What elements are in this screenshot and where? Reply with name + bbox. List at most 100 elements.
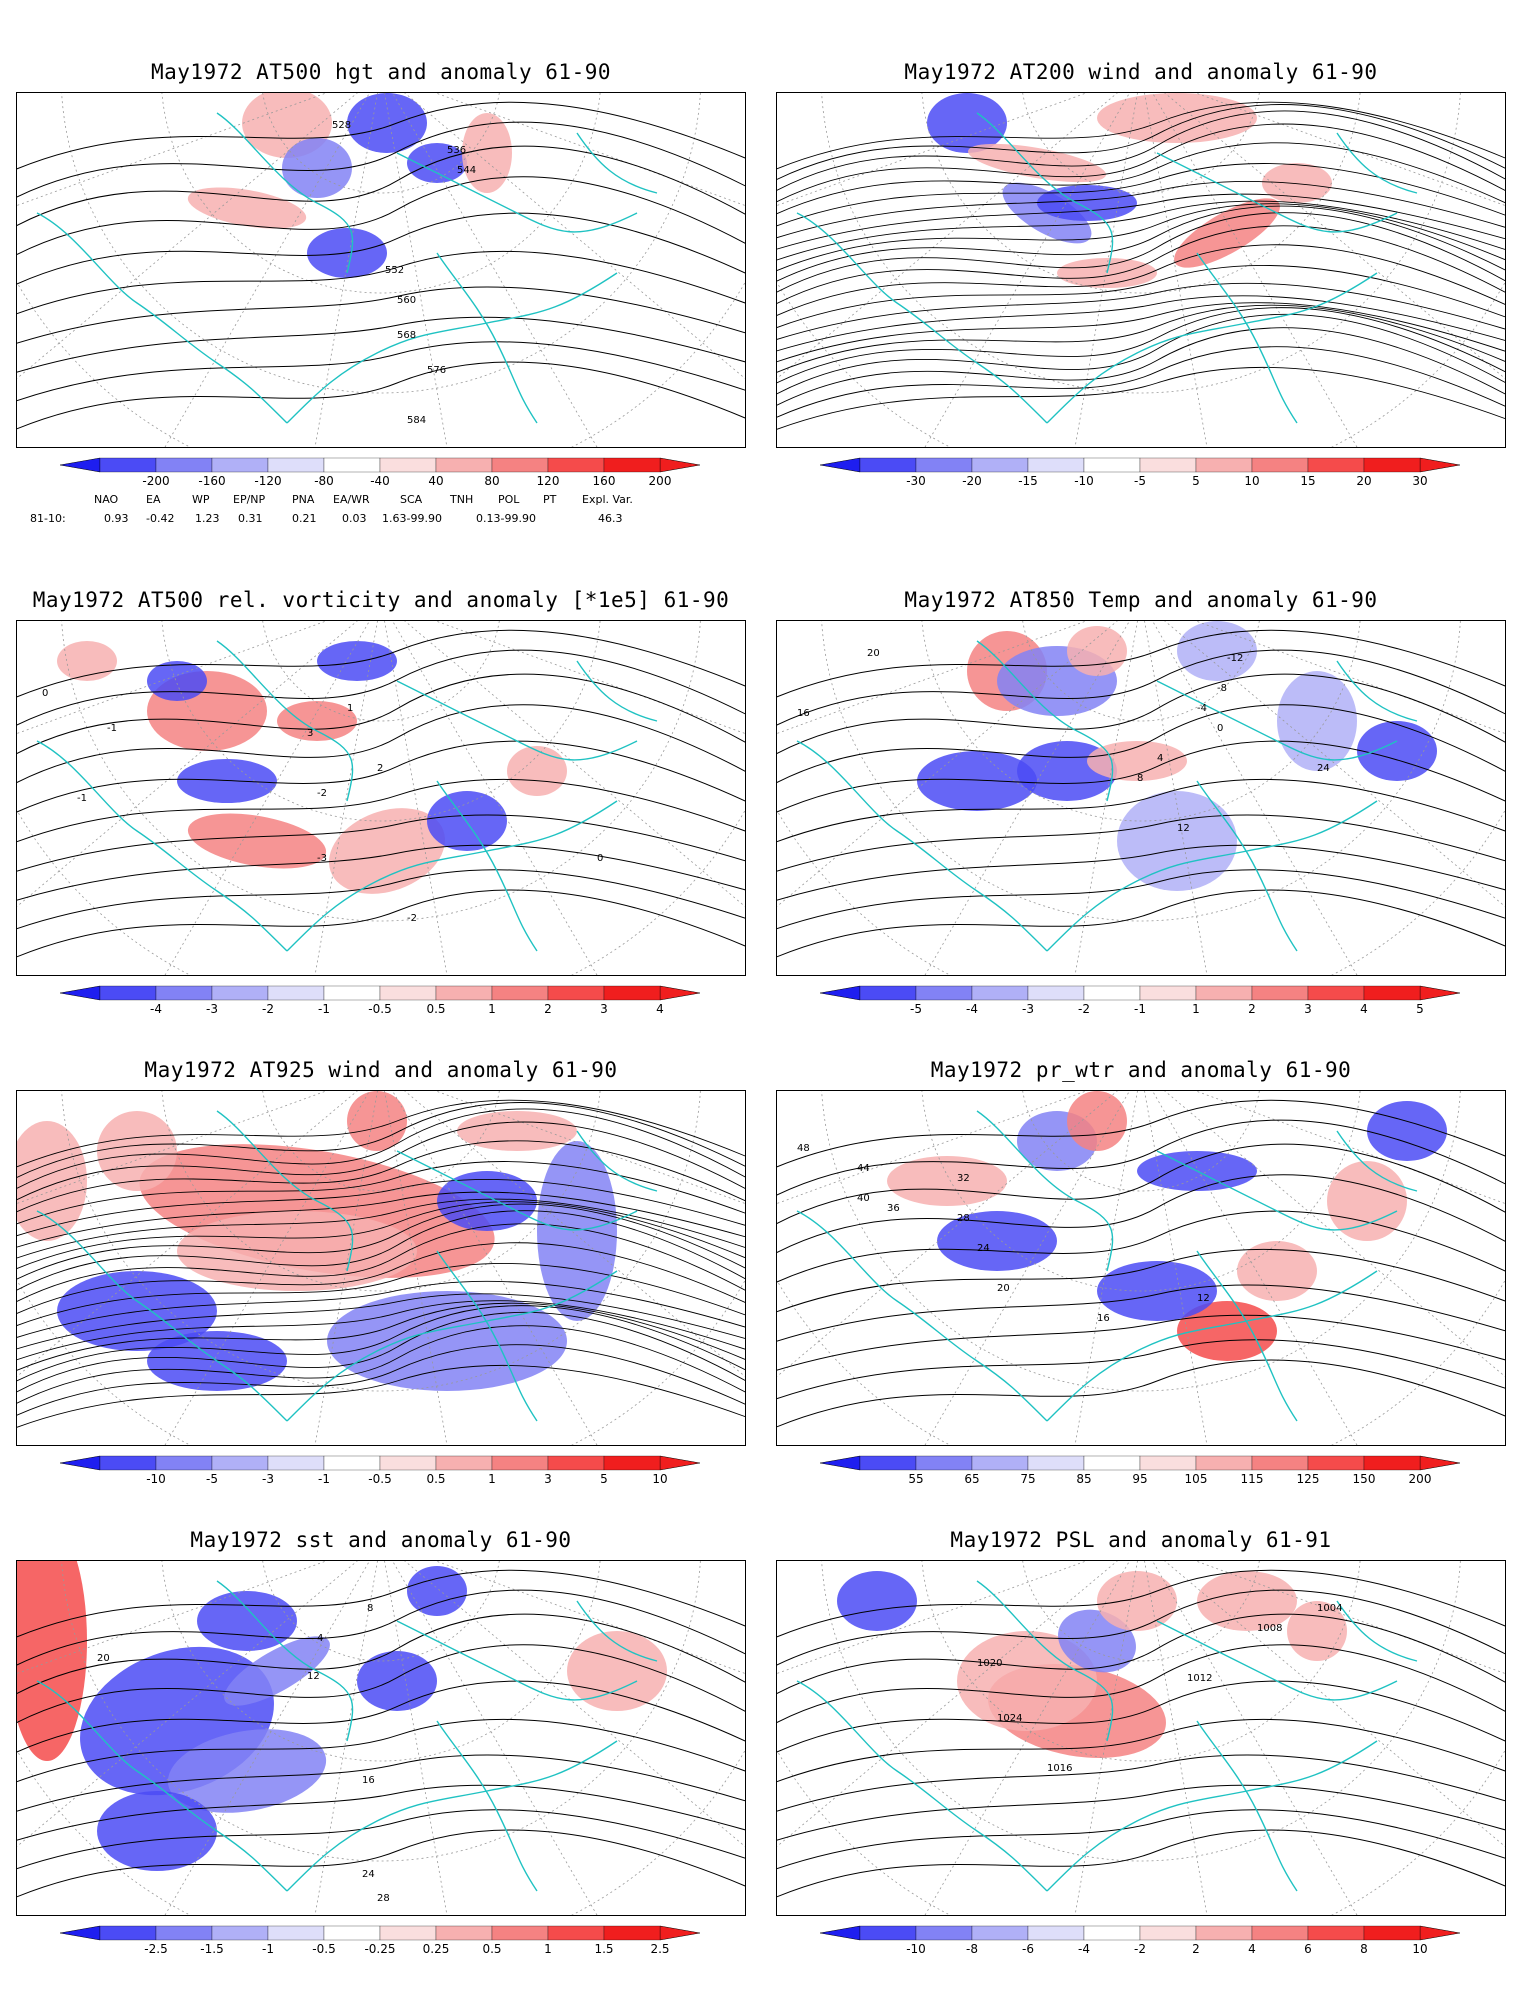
panel-title: May1972 PSL and anomaly 61-91 — [950, 1528, 1332, 1552]
streamlines — [17, 1099, 745, 1428]
anomaly-blob — [1097, 1571, 1177, 1631]
colorbar-segment — [1307, 457, 1365, 473]
colorbar-tick-label: 95 — [1132, 1472, 1148, 1486]
colorbar-tick-label: -3 — [262, 1472, 274, 1486]
colorbar-tick-label: 10 — [1244, 474, 1260, 488]
colorbar: -4 -3 -2 -1 -0.5 0.5 1 2 3 4 — [16, 984, 744, 1024]
latitude-circle — [161, 93, 601, 294]
contour-line — [17, 361, 745, 430]
latitude-circle — [921, 621, 1361, 822]
colorbar-segment — [1027, 985, 1085, 1001]
contour-label: 24 — [362, 1869, 375, 1880]
colorbar-segment — [1195, 1455, 1253, 1471]
coastline — [1336, 1130, 1418, 1192]
map-frame — [16, 1090, 746, 1446]
streamline — [17, 1300, 745, 1361]
colorbar-tick-label: -1 — [318, 1002, 330, 1016]
colorbar-segment — [491, 1455, 549, 1471]
meridian — [1164, 621, 1505, 907]
contour-label: 1016 — [1047, 1763, 1072, 1774]
streamline — [777, 327, 1505, 406]
contour-line — [17, 121, 745, 198]
contour-label: -12 — [1227, 653, 1243, 664]
teleconnection-table: NAO EA WP EP/NP PNA EA/WR SCA TNH POL PT… — [30, 493, 730, 529]
anomaly-blob — [97, 1111, 177, 1191]
meridian — [1074, 93, 1138, 447]
colorbar-segment — [99, 1925, 157, 1941]
contour-line — [777, 673, 1505, 755]
contour-line — [777, 1784, 1505, 1841]
anomaly-shading — [17, 1561, 667, 1871]
panel-title: May1972 AT850 Temp and anomaly 61-90 — [904, 588, 1378, 612]
coastline — [216, 640, 354, 802]
streamline — [17, 1099, 745, 1168]
anomaly-blob — [197, 1591, 297, 1651]
meridian — [777, 621, 1088, 734]
contour-label: -2 — [407, 913, 417, 924]
meridian — [392, 1091, 598, 1445]
colorbar-tick-label: -1 — [262, 1942, 274, 1956]
contour-line — [777, 1589, 1505, 1666]
contour-label: 536 — [447, 145, 466, 156]
coastline — [1196, 252, 1298, 424]
colorbar-min-arrow — [819, 985, 861, 1001]
contours — [17, 101, 745, 430]
colorbar-tick-label: 0.25 — [422, 1942, 450, 1956]
contour-line — [777, 1829, 1505, 1898]
meridian — [17, 1561, 328, 1674]
colorbar-segment — [1251, 1925, 1309, 1941]
colorbar-tick-label: 10 — [1412, 1942, 1428, 1956]
contour-label: 36 — [887, 1203, 900, 1214]
colorbar-tick-label: -6 — [1022, 1942, 1034, 1956]
anomaly-blob — [537, 1141, 617, 1321]
meridian — [1164, 1561, 1505, 1847]
meridian — [314, 1091, 378, 1445]
map-frame: 528 536 544 552 560 568 576 584 — [16, 92, 746, 448]
meridian — [1144, 1091, 1208, 1445]
map-prwtr: 48 44 40 36 32 28 24 20 16 12 — [777, 1091, 1505, 1445]
colorbar-tick-label: 2 — [1192, 1942, 1200, 1956]
map-wind200 — [777, 93, 1505, 447]
contour-line — [777, 889, 1505, 958]
contour-label: 0 — [1217, 723, 1223, 734]
colorbar-tick-label: 4 — [1248, 1942, 1256, 1956]
contour-line — [17, 145, 745, 227]
map-frame: 0 -1 -2 -3 1 2 3 -2 -1 0 — [16, 620, 746, 976]
map-hgt500: 528 536 544 552 560 568 576 584 — [17, 93, 745, 447]
colorbar-segment — [323, 457, 381, 473]
streamline — [17, 1201, 745, 1270]
coastline — [1196, 1250, 1298, 1422]
idx-value-tnh-pol: 0.13-99.90 — [476, 512, 536, 525]
contour-label: 576 — [427, 365, 446, 376]
map-wind925 — [17, 1091, 745, 1445]
colorbar-tick-label: 4 — [1360, 1002, 1368, 1016]
idx-header-pna: PNA — [292, 493, 315, 506]
idx-header-tnh: TNH — [450, 493, 474, 506]
idx-header-eawr: EA/WR — [333, 493, 370, 506]
colorbar-segment — [211, 1925, 269, 1941]
colorbar-segment — [155, 1455, 213, 1471]
idx-header-pol: POL — [498, 493, 520, 506]
colorbar-min-arrow — [59, 457, 101, 473]
coastline — [576, 1130, 658, 1192]
colorbar-segment — [1251, 985, 1309, 1001]
colorbar-segment — [1363, 457, 1421, 473]
anomaly-blob — [887, 1156, 1007, 1206]
contour-label: 48 — [797, 1143, 810, 1154]
meridian — [164, 1561, 370, 1915]
anomaly-blob — [1277, 671, 1357, 771]
coastlines — [796, 640, 1418, 952]
colorbar-tick-label: 115 — [1240, 1472, 1264, 1486]
contour-line — [17, 704, 745, 784]
colorbar-segment — [547, 1925, 605, 1941]
idx-header-explvar: Expl. Var. — [582, 493, 633, 506]
panel-title: May1972 AT500 hgt and anomaly 61-90 — [150, 60, 611, 84]
colorbar-segment — [267, 1455, 325, 1471]
latitude-circle — [161, 621, 601, 822]
colorbar: -5 -4 -3 -2 -1 1 2 3 4 5 — [776, 984, 1504, 1024]
map-sst: 20 16 12 8 4 24 28 — [17, 1561, 745, 1915]
colorbar-segment — [323, 1925, 381, 1941]
anomaly-blob — [1037, 185, 1137, 221]
meridian — [314, 621, 378, 975]
contour-line — [777, 1099, 1505, 1168]
